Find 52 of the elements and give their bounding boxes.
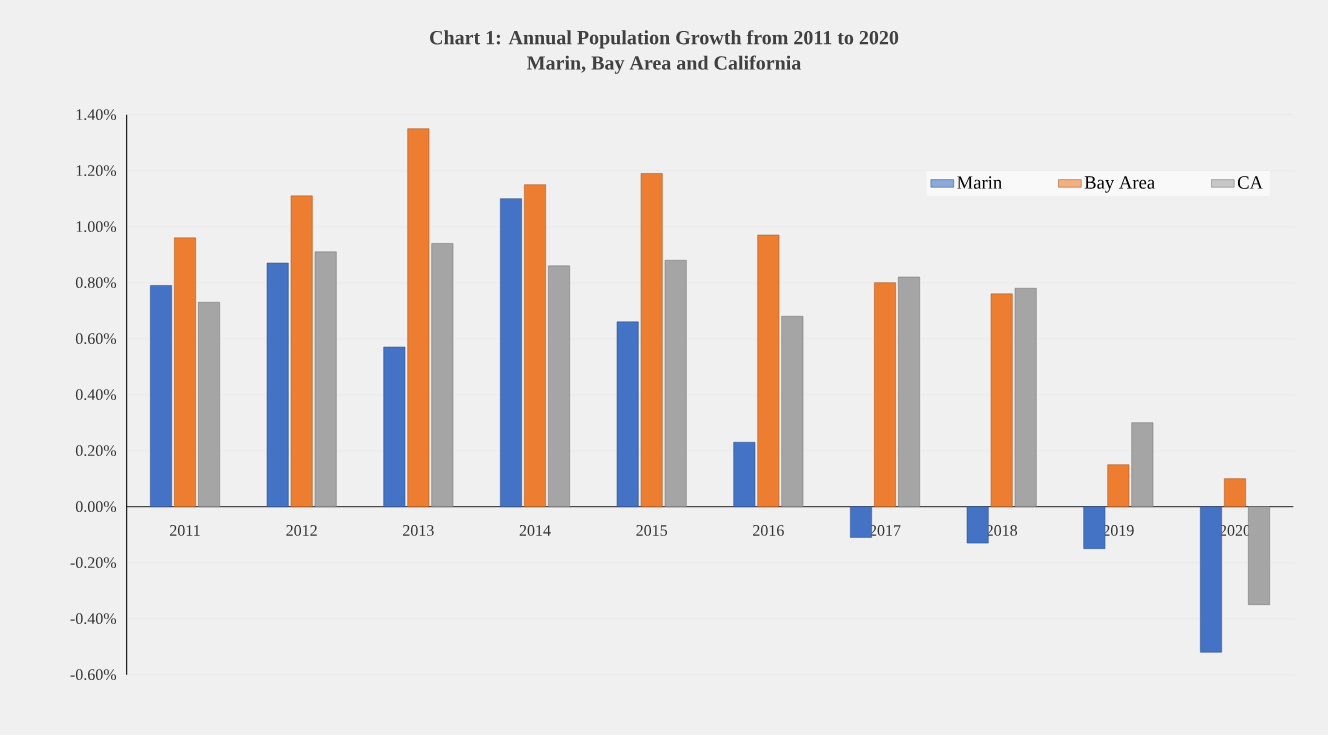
bar: [1107, 464, 1130, 508]
chart-subtitle: Marin, Bay Area and California: [527, 55, 802, 75]
bar: [314, 251, 337, 508]
bar: [781, 316, 804, 508]
bar: [198, 302, 220, 508]
bar: [874, 282, 896, 508]
y-tick-label: 0.20%: [75, 445, 117, 457]
bar: [383, 346, 406, 508]
bar: [431, 243, 454, 508]
y-tick-label: -0.40%: [70, 613, 117, 625]
y-tick-label: 0.00%: [75, 501, 117, 513]
x-tick-label: 2015: [636, 525, 668, 537]
bar: [1014, 288, 1037, 508]
bar: [407, 128, 430, 508]
bar: [616, 321, 639, 508]
bar: [266, 262, 289, 508]
y-tick-label: -0.60%: [70, 669, 117, 681]
bar: [500, 198, 522, 508]
y-tick-label: 1.00%: [76, 221, 117, 233]
bar: [664, 260, 687, 508]
y-tick-label: 1.20%: [76, 165, 117, 177]
x-tick-label: 2011: [170, 525, 200, 537]
bar: [150, 285, 172, 508]
bar: [1224, 478, 1246, 508]
bar: [548, 265, 570, 508]
y-tick-label: 1.40%: [76, 109, 117, 121]
bar: [174, 237, 196, 508]
bar: [290, 195, 313, 508]
x-tick-label: 2012: [286, 525, 317, 537]
bar: [640, 173, 663, 508]
x-tick-label: 2013: [403, 525, 434, 537]
chart-title: Chart 1: Annual Population Growth from 2011 to 2020: [430, 30, 899, 49]
bar: [1083, 506, 1106, 550]
bar: [733, 442, 756, 508]
bar: [1200, 506, 1222, 653]
x-tick-label: 2014: [519, 525, 551, 537]
bar: [757, 234, 780, 508]
bar: [966, 506, 989, 544]
x-tick-label: 2016: [753, 525, 784, 537]
bar: [1131, 422, 1154, 508]
bar: [524, 184, 546, 508]
y-tick-label: 0.60%: [75, 333, 117, 345]
y-tick-label: 0.40%: [75, 389, 117, 401]
bar: [990, 293, 1013, 508]
bar: [1248, 506, 1270, 606]
bar: [898, 276, 920, 508]
y-tick-label: 0.80%: [75, 277, 117, 289]
y-tick-label: -0.20%: [70, 557, 117, 569]
legend-label: Marin: [957, 176, 1002, 189]
legend-label: Bay Area: [1084, 176, 1155, 193]
legend-label: CA: [1237, 176, 1263, 189]
bar: [850, 506, 872, 538]
